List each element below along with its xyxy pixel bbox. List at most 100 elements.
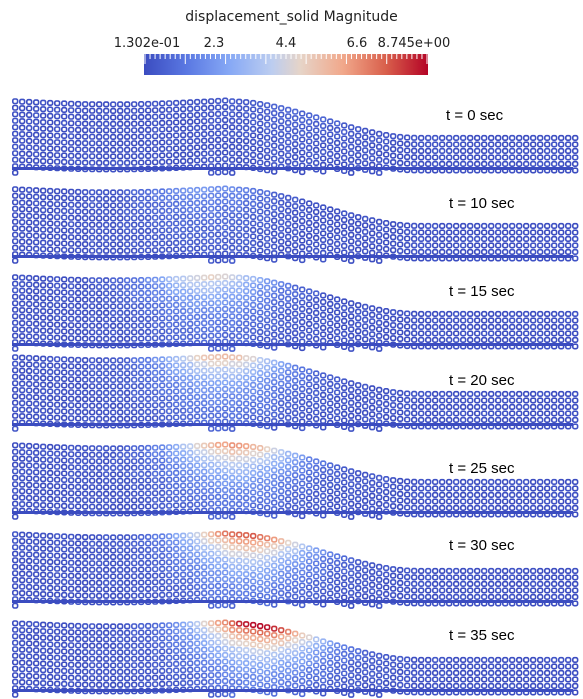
mesh-cell — [68, 408, 75, 415]
mesh-cell — [46, 456, 54, 464]
mesh-cell — [438, 491, 446, 499]
mesh-cell — [564, 310, 572, 318]
mesh-cell — [117, 642, 124, 649]
mesh-cell — [39, 482, 47, 489]
mesh-cell — [340, 236, 348, 243]
mesh-cell — [68, 120, 75, 127]
mesh-cell — [75, 470, 82, 478]
mesh-cell — [270, 372, 278, 379]
mesh-cell — [270, 250, 278, 257]
mesh-cell — [536, 390, 544, 398]
mesh-cell — [159, 565, 166, 573]
mesh-cell — [452, 485, 460, 492]
mesh-cell — [438, 222, 446, 229]
mesh-cell — [53, 152, 61, 159]
mesh-cell — [396, 655, 404, 663]
mesh-cell — [145, 444, 152, 452]
mesh-cell — [431, 663, 439, 670]
mesh-cell — [396, 140, 404, 147]
mesh-cell — [131, 629, 138, 636]
mesh-cell — [424, 567, 432, 575]
mesh-cell — [473, 310, 481, 318]
mesh-cell — [347, 589, 355, 596]
mesh-cell — [68, 296, 75, 303]
mesh-cell — [263, 397, 271, 404]
mesh-cell — [187, 275, 194, 282]
mesh-cell — [180, 591, 187, 598]
mesh-cell — [89, 681, 96, 688]
mesh-cell — [298, 556, 306, 563]
mesh-cell — [424, 310, 432, 318]
mesh-cell — [466, 336, 474, 344]
mesh-cell — [96, 316, 103, 323]
mesh-cell — [194, 400, 201, 407]
mesh-cell — [250, 634, 257, 642]
mesh-cell — [82, 623, 89, 630]
mesh-cell — [340, 479, 348, 486]
mesh-cell — [180, 443, 187, 450]
mesh-cell — [277, 481, 285, 488]
mesh-cell — [522, 390, 530, 398]
mesh-cell — [222, 312, 229, 319]
mesh-cell — [215, 639, 222, 646]
mesh-cell — [12, 212, 19, 219]
mesh-cell — [243, 627, 250, 634]
mesh-cell — [215, 379, 222, 387]
mesh-cell — [117, 296, 124, 303]
mesh-cell — [75, 483, 82, 491]
mesh-cell — [12, 537, 19, 544]
mesh-cell — [480, 160, 488, 167]
mesh-cell — [333, 309, 341, 316]
mesh-cell — [229, 639, 236, 646]
mesh-cell — [291, 452, 299, 459]
mesh-cell — [536, 242, 544, 249]
mesh-cell — [564, 229, 572, 236]
mesh-cell — [103, 451, 110, 458]
mesh-cell — [152, 363, 159, 370]
mesh-cell — [250, 246, 257, 253]
mesh-cell — [89, 445, 96, 452]
mesh-cell — [312, 655, 320, 663]
mesh-cell — [494, 504, 502, 512]
mesh-cell — [131, 668, 138, 675]
mesh-cell — [110, 586, 117, 593]
mesh-cell — [75, 322, 82, 329]
mesh-cell — [131, 101, 138, 108]
mesh-cell — [25, 646, 33, 654]
mesh-cell — [250, 621, 257, 629]
mesh-cell — [166, 450, 173, 457]
mesh-cell — [236, 193, 243, 200]
mesh-cell — [152, 464, 159, 471]
mesh-cell — [25, 551, 33, 558]
mesh-cell — [215, 645, 222, 653]
mesh-cell — [187, 666, 194, 673]
mesh-cell — [236, 361, 243, 368]
mesh-cell — [180, 321, 187, 328]
mesh-cell — [291, 630, 299, 637]
mesh-cell — [424, 222, 432, 229]
mesh-cell — [110, 376, 117, 384]
mesh-cell — [201, 659, 208, 666]
mesh-cell — [494, 317, 502, 324]
mesh-cell — [75, 208, 82, 215]
mesh-cell — [32, 387, 40, 394]
mesh-cell — [194, 193, 201, 200]
mesh-cell — [131, 290, 138, 297]
mesh-cell — [124, 389, 131, 396]
mesh-cell — [417, 390, 425, 398]
mesh-cell — [459, 403, 467, 411]
mesh-cell — [326, 294, 334, 301]
mesh-cell — [417, 587, 425, 594]
mesh-cell — [291, 323, 299, 330]
mesh-cell — [208, 150, 215, 157]
mesh-cell — [103, 592, 110, 599]
mesh-cell — [529, 141, 537, 148]
mesh-cell — [382, 475, 390, 483]
mesh-cell — [103, 383, 110, 390]
mesh-cell — [166, 276, 173, 283]
mesh-cell — [236, 653, 243, 660]
mesh-cell — [284, 194, 292, 201]
mesh-cell — [215, 104, 222, 111]
mesh-cell — [361, 390, 369, 397]
mesh-cell — [18, 653, 26, 660]
